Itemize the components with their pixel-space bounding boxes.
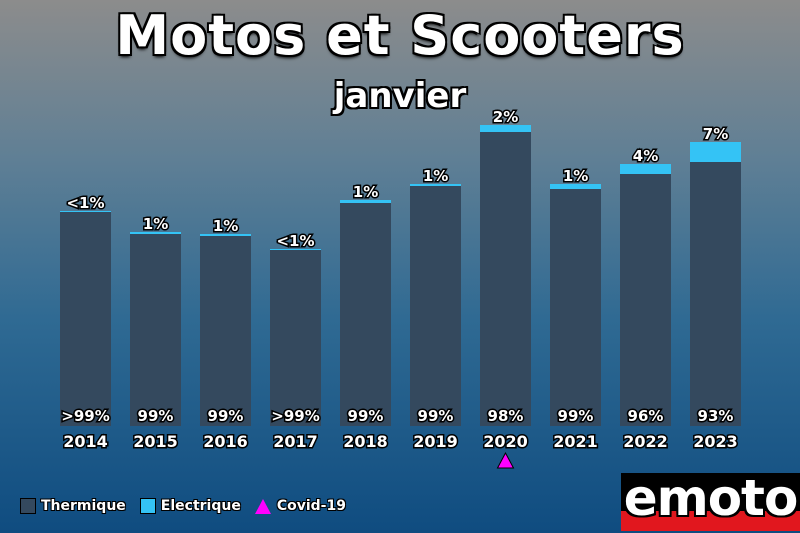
bar-electrique-2017 [270, 249, 321, 250]
x-tick-2020: 2020 [483, 432, 528, 451]
label-thermique-2020: 98% [488, 407, 524, 425]
bar-thermique-2021 [550, 189, 601, 426]
legend-label-covid: Covid-19 [276, 498, 346, 514]
label-thermique-2015: 99% [138, 407, 174, 425]
x-tick-2022: 2022 [623, 432, 668, 451]
x-tick-2019: 2019 [413, 432, 458, 451]
logo-red-band [621, 511, 800, 531]
label-electrique-2017: <1% [276, 232, 314, 250]
bar-thermique-2015 [130, 234, 181, 426]
legend-label-thermique: Thermique [41, 498, 126, 514]
bar-electrique-2016 [200, 234, 251, 236]
label-thermique-2023: 93% [698, 407, 734, 425]
label-electrique-2015: 1% [143, 215, 168, 233]
x-tick-2015: 2015 [133, 432, 178, 451]
label-thermique-2018: 99% [348, 407, 384, 425]
x-tick-2021: 2021 [553, 432, 598, 451]
label-electrique-2022: 4% [633, 147, 658, 165]
x-tick-2016: 2016 [203, 432, 248, 451]
label-electrique-2018: 1% [353, 183, 378, 201]
label-electrique-2014: <1% [66, 194, 104, 212]
bar-thermique-2018 [340, 203, 391, 426]
bar-thermique-2020 [480, 132, 531, 426]
bar-electrique-2014 [60, 211, 111, 212]
bar-thermique-2019 [410, 186, 461, 426]
x-tick-2014: 2014 [63, 432, 108, 451]
label-electrique-2016: 1% [213, 217, 238, 235]
legend-item-covid: Covid-19 [254, 498, 346, 514]
legend: Thermique Electrique Covid-19 [20, 496, 360, 516]
bar-electrique-2019 [410, 184, 461, 186]
chart-title: Motos et Scooters [115, 4, 685, 67]
legend-item-electrique: Electrique [139, 498, 241, 514]
label-electrique-2023: 7% [703, 125, 728, 143]
chart-subtitle: janvier [333, 76, 467, 116]
label-thermique-2021: 99% [558, 407, 594, 425]
legend-swatch-electrique [139, 498, 156, 514]
covid-triangle-icon [254, 498, 271, 514]
bar-electrique-2020 [480, 125, 531, 132]
label-electrique-2019: 1% [423, 167, 448, 185]
bar-thermique-2022 [620, 174, 671, 426]
bar-electrique-2015 [130, 232, 181, 234]
label-thermique-2019: 99% [418, 407, 454, 425]
legend-item-thermique: Thermique [20, 498, 126, 514]
legend-label-electrique: Electrique [160, 498, 241, 514]
x-tick-2017: 2017 [273, 432, 318, 451]
emoto-logo: emoto [621, 473, 800, 531]
label-thermique-2017: >99% [271, 407, 319, 425]
label-thermique-2022: 96% [628, 407, 664, 425]
covid-marker-2020 [496, 451, 515, 469]
label-thermique-2016: 99% [208, 407, 244, 425]
legend-swatch-thermique [20, 498, 36, 514]
label-electrique-2020: 2% [493, 108, 518, 126]
bar-thermique-2016 [200, 236, 251, 426]
bar-electrique-2022 [620, 164, 671, 174]
label-thermique-2014: >99% [61, 407, 109, 425]
label-electrique-2021: 1% [563, 167, 588, 185]
bar-electrique-2018 [340, 200, 391, 203]
bar-thermique-2023 [690, 162, 741, 426]
bar-electrique-2023 [690, 142, 741, 162]
x-tick-2018: 2018 [343, 432, 388, 451]
bar-thermique-2014 [60, 212, 111, 426]
bar-thermique-2017 [270, 250, 321, 426]
x-tick-2023: 2023 [693, 432, 738, 451]
logo-text: emoto [623, 473, 799, 527]
bar-electrique-2021 [550, 184, 601, 189]
